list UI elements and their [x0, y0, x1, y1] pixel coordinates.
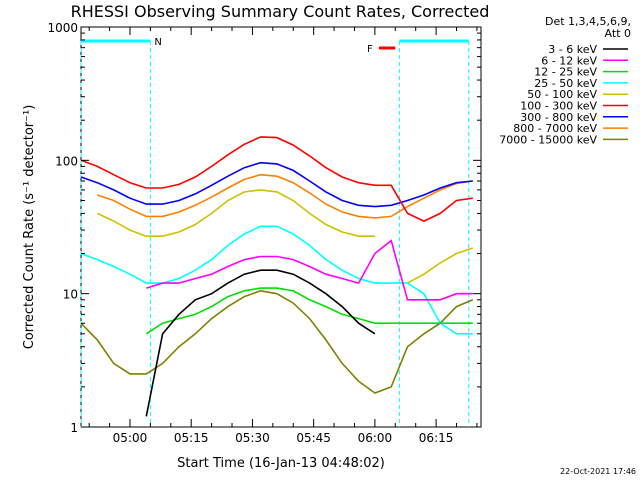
series-line-2	[145, 287, 473, 335]
legend-entry-label: 7000 - 15000 keV	[499, 133, 597, 146]
legend-entry-label: 300 - 800 keV	[520, 111, 597, 124]
x-tick-label: 05:15	[174, 431, 209, 445]
legend-entry-label: 50 - 100 keV	[527, 88, 597, 101]
plot-frame	[80, 26, 482, 428]
y-tick-label: 10	[63, 288, 78, 302]
legend-entry-label: 6 - 12 keV	[541, 54, 597, 67]
legend-header-line-2: Att 0	[605, 27, 631, 40]
legend-entry-label: 25 - 50 keV	[534, 77, 597, 90]
legend-entry-label: 12 - 25 keV	[534, 66, 597, 79]
series-line-3	[80, 225, 473, 335]
x-tick-label: 06:00	[358, 431, 393, 445]
x-tick-label: 05:00	[113, 431, 148, 445]
series-line-4	[96, 189, 375, 237]
series-line-5	[80, 136, 473, 222]
footer-timestamp: 22-Oct-2021 17:46	[560, 467, 636, 476]
tick-layer: 1 10 100 1000 05:00 05:15 05:30 05:45 06:00 06:15	[47, 21, 481, 445]
x-axis-label: Start Time (16-Jan-13 04:48:02)	[177, 456, 385, 471]
x-tick-label: 06:15	[419, 431, 454, 445]
annotation-layer: NF	[80, 37, 470, 427]
legend-entry-label: 100 - 300 keV	[520, 100, 597, 113]
series-line-6	[80, 161, 473, 208]
y-tick-label: 1	[70, 421, 78, 435]
series-layer	[80, 136, 474, 417]
night-label: N	[154, 37, 161, 48]
x-tick-label: 05:45	[296, 431, 331, 445]
x-tick-label: 05:30	[235, 431, 270, 445]
flare-label: F	[367, 44, 373, 55]
chart-title: RHESSI Observing Summary Count Rates, Co…	[71, 2, 490, 21]
series-line-0	[145, 269, 376, 417]
series-line-8	[80, 289, 474, 394]
y-tick-label: 1000	[47, 21, 78, 35]
series-line-7	[97, 173, 473, 219]
y-tick-label: 100	[55, 154, 78, 168]
series-line-4	[407, 247, 474, 284]
legend-entry-label: 3 - 6 keV	[548, 43, 597, 56]
y-axis-label: Corrected Count Rate (s⁻¹ detector⁻¹)	[22, 105, 37, 350]
series-line-1	[146, 239, 473, 301]
legend-entry-label: 800 - 7000 keV	[513, 122, 597, 135]
legend-header-line-1: Det 1,3,4,5,6,9,	[545, 15, 631, 28]
